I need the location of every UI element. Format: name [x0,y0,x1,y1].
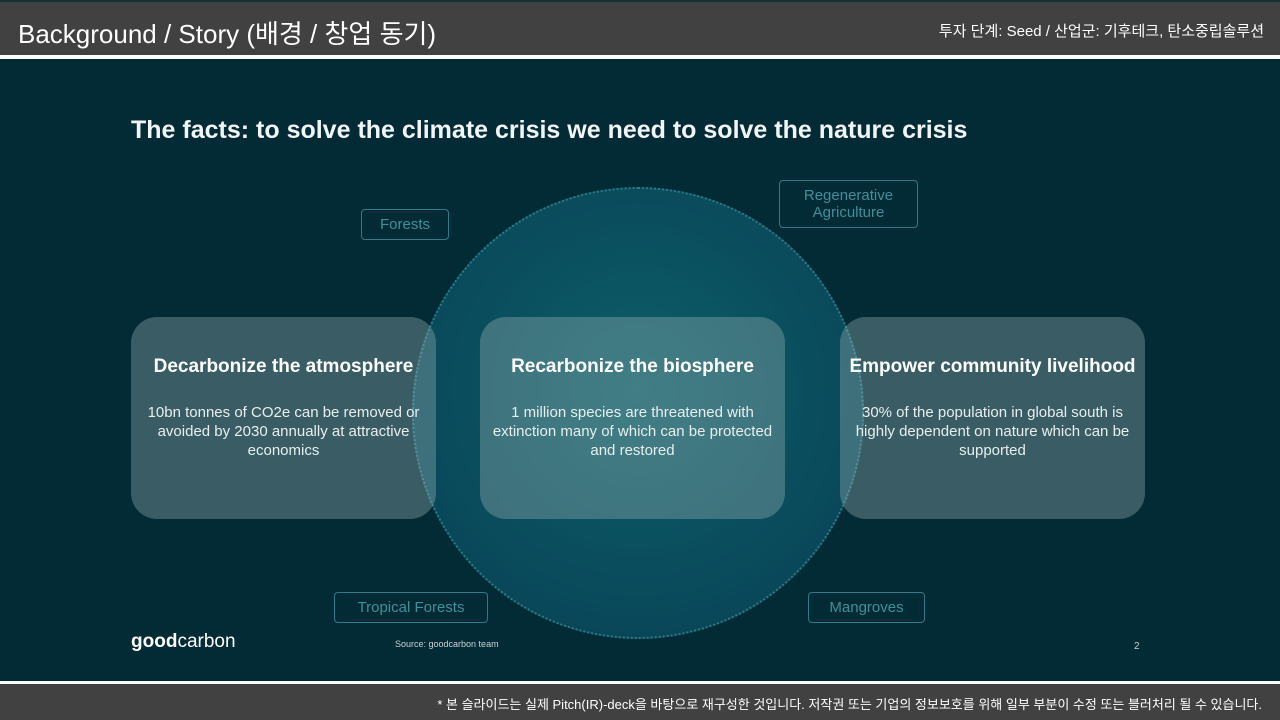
tag-mangroves: Mangroves [808,592,925,623]
tag-tropical-forests: Tropical Forests [334,592,488,623]
card-body: 10bn tonnes of CO2e can be removed or av… [147,404,420,459]
card-body: 1 million species are threatened with ex… [492,404,773,459]
investment-meta: 투자 단계: Seed / 산업군: 기후테크, 탄소중립솔루션 [938,23,1264,40]
card-heading: Decarbonize the atmosphere [153,356,414,377]
tag-forests: Forests [361,209,449,240]
slide: The facts: to solve the climate crisis w… [0,59,1280,681]
disclaimer: * 본 슬라이드는 실제 Pitch(IR)-deck을 바탕으로 재구성한 것… [437,697,1262,712]
tag-regenerative-agriculture: Regenerative Agriculture [779,180,918,228]
card-decarbonize: Decarbonize the atmosphere 10bn tonnes o… [131,317,436,519]
footer-bar: * 본 슬라이드는 실제 Pitch(IR)-deck을 바탕으로 재구성한 것… [0,684,1280,720]
globe-image [412,187,864,639]
card-recarbonize: Recarbonize the biosphere 1 million spec… [480,317,785,519]
card-heading: Empower community livelihood [849,356,1136,377]
page-title: Background / Story (배경 / 창업 동기) [18,19,437,49]
page-number: 2 [1134,641,1140,652]
card-heading: Recarbonize the biosphere [511,356,754,377]
slide-title: The facts: to solve the climate crisis w… [131,116,968,144]
header-bar: Background / Story (배경 / 창업 동기) 투자 단계: S… [0,0,1280,55]
card-body: 30% of the population in global south is… [855,404,1130,459]
goodcarbon-logo: goodcarbon [131,631,236,652]
source-note: Source: goodcarbon team [395,639,499,649]
card-empower: Empower community livelihood 30% of the … [840,317,1145,519]
